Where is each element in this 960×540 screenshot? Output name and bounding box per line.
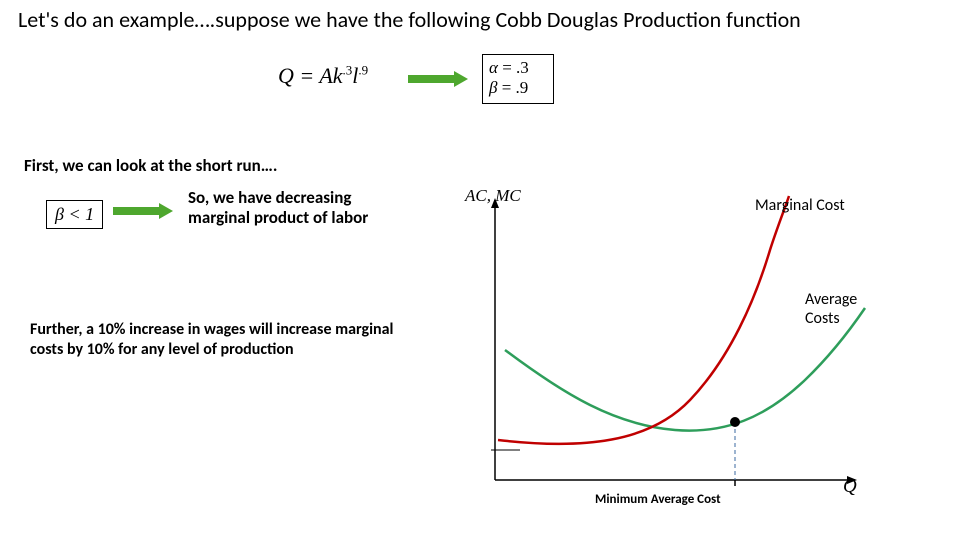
- beta-line: β = .9: [489, 78, 547, 98]
- decreasing-mpl-text: So, we have decreasing marginal product …: [188, 188, 373, 228]
- short-run-heading: First, we can look at the short run….: [24, 155, 277, 176]
- alpha-line: α = .3: [489, 58, 547, 78]
- beta-condition: β < 1: [55, 204, 94, 224]
- ac-label: Average Costs: [805, 290, 885, 328]
- y-axis-label: AC, MC: [465, 186, 521, 206]
- arrow-icon: [408, 72, 468, 86]
- slide-title: Let's do an example….suppose we have the…: [18, 6, 801, 33]
- cost-chart-svg: [465, 190, 885, 500]
- slide: Let's do an example….suppose we have the…: [0, 0, 960, 540]
- wages-text: Further, a 10% increase in wages will in…: [30, 320, 400, 360]
- cobb-douglas-equation: Q = Ak.3l.9: [278, 63, 368, 89]
- parameter-box: α = .3 β = .9: [482, 54, 554, 104]
- x-axis-label: Q: [843, 476, 857, 498]
- beta-condition-box: β < 1: [46, 200, 103, 229]
- min-avg-cost-label: Minimum Average Cost: [595, 492, 721, 507]
- cost-chart: AC, MC Marginal Cost Average Costs Q Min…: [465, 190, 885, 500]
- arrow-icon: [113, 204, 175, 218]
- mc-label: Marginal Cost: [755, 196, 845, 215]
- equation-content: Q = Ak.3l.9: [278, 63, 368, 88]
